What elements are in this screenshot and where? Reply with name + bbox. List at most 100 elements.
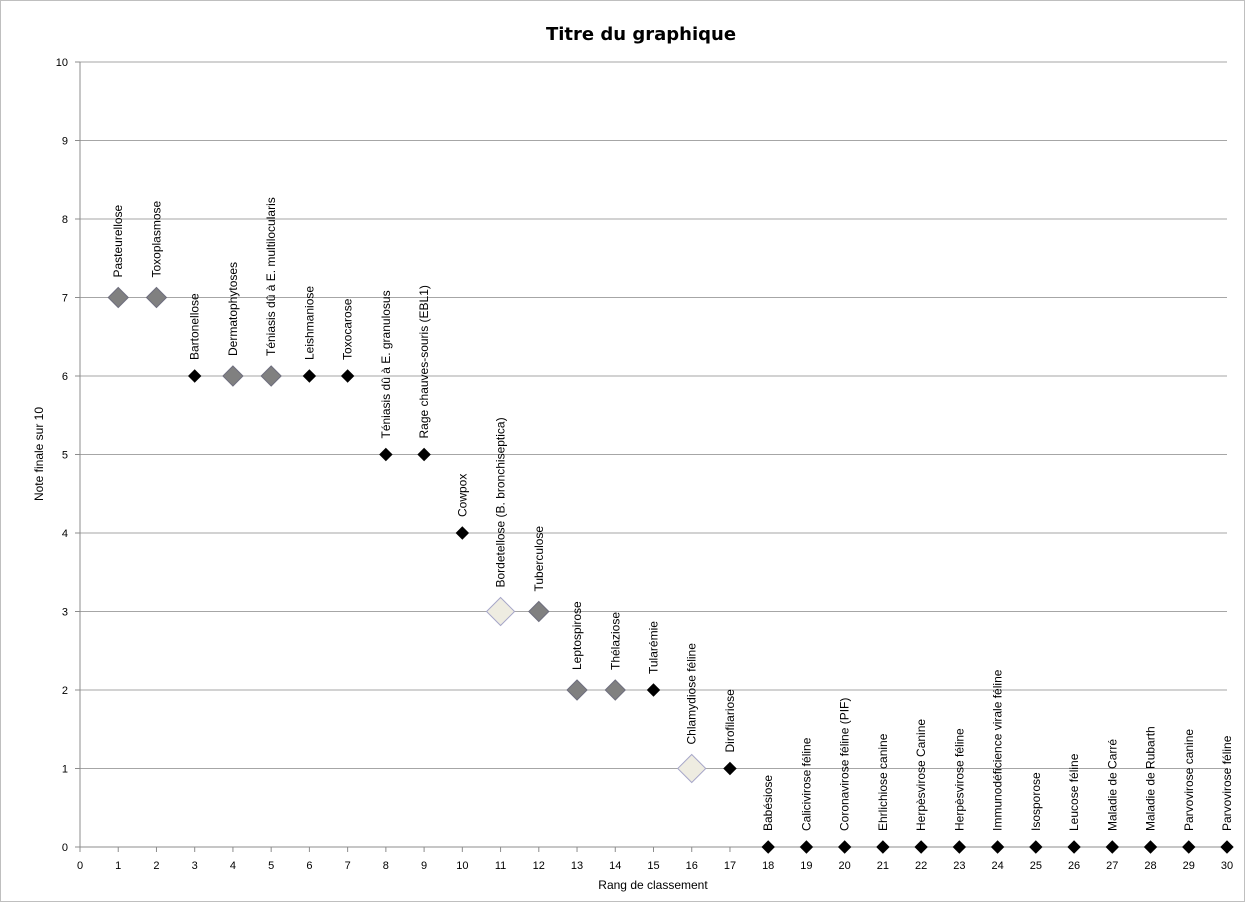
data-point — [1029, 840, 1043, 854]
data-point — [837, 840, 852, 854]
data-label: Parvovirose féline — [1220, 735, 1234, 831]
x-tick-label: 0 — [77, 860, 83, 872]
data-point — [302, 369, 317, 383]
y-tick-label: 6 — [62, 371, 68, 383]
data-point — [952, 840, 967, 854]
axes — [75, 61, 1228, 852]
y-tick-label: 1 — [62, 764, 68, 776]
y-tick-label: 4 — [62, 528, 68, 540]
x-tick-label: 20 — [839, 860, 851, 872]
data-point — [646, 683, 661, 697]
x-tick-label: 15 — [647, 860, 659, 872]
data-label: Isosporose — [1029, 772, 1043, 831]
data-label: Chlamydiose féline — [685, 643, 699, 745]
data-label: Immunodéficience virale féline — [991, 669, 1005, 831]
data-label: Leucose féline — [1067, 753, 1081, 831]
data-label: Toxoplasmose — [149, 200, 163, 277]
x-tick-label: 12 — [533, 860, 545, 872]
x-tick-label: 17 — [724, 860, 736, 872]
x-tick-label: 10 — [456, 860, 468, 872]
x-tick-label: 13 — [571, 860, 583, 872]
data-point — [455, 526, 470, 540]
data-label: Parvovirose canine — [1182, 729, 1196, 831]
data-point — [340, 369, 355, 383]
data-points — [107, 286, 1234, 854]
data-label: Coronavirose féline (PIF) — [838, 698, 852, 831]
data-labels: Pasteurellose Toxoplasmose Bartonellose Der… — [111, 197, 1234, 831]
y-tick-label: 5 — [62, 450, 68, 462]
data-label: Herpèsvirose féline — [952, 728, 966, 831]
data-point — [1220, 840, 1234, 854]
data-point — [604, 679, 626, 701]
data-point — [187, 369, 202, 383]
data-point — [761, 840, 775, 854]
data-label: Leishmaniose — [302, 286, 316, 360]
data-label: Thélaziose — [608, 612, 622, 670]
data-label: Herpèsvirose Canine — [914, 719, 928, 831]
data-point — [677, 753, 707, 784]
data-label: Toxocarose — [341, 298, 355, 360]
x-tick-label: 26 — [1068, 860, 1080, 872]
x-tick-label: 22 — [915, 860, 927, 872]
x-tick-label: 19 — [800, 860, 812, 872]
data-point — [260, 365, 282, 387]
y-tick-label: 10 — [56, 57, 68, 69]
data-point — [914, 840, 928, 854]
x-axis-title: Rang de classement — [598, 878, 708, 892]
x-tick-label: 6 — [306, 860, 312, 872]
data-label: Tuberculose — [532, 526, 546, 592]
x-tick-label: 1 — [115, 860, 121, 872]
x-tick-label: 11 — [495, 860, 506, 872]
data-label: Calicivirose féline — [799, 737, 813, 831]
x-tick-label: 7 — [345, 860, 351, 872]
data-label: Téniasis dû à E. granulosus — [379, 290, 393, 438]
x-tick-label: 18 — [762, 860, 774, 872]
data-point — [723, 761, 737, 776]
data-label: Babésiose — [761, 775, 775, 831]
data-label: Bartonellose — [188, 293, 202, 360]
x-tick-labels: 0 1 2 3 4 5 6 7 8 9 10 11 12 13 14 15 16 17 18 19 20 21 22 23 24… — [77, 860, 1233, 872]
data-label: Dermatophytoses — [226, 262, 240, 356]
data-point — [222, 365, 244, 387]
data-point — [876, 840, 890, 854]
data-label: Maladie de Carré — [1105, 739, 1119, 831]
data-point — [145, 286, 168, 309]
x-tick-label: 30 — [1221, 860, 1233, 872]
y-tick-label: 7 — [62, 293, 68, 305]
x-tick-label: 8 — [383, 860, 389, 872]
data-point — [1105, 840, 1120, 854]
data-point — [1143, 840, 1158, 854]
y-tick-label: 9 — [62, 136, 68, 148]
data-point — [1182, 840, 1196, 854]
data-point — [417, 447, 431, 462]
x-tick-label: 28 — [1144, 860, 1156, 872]
y-tick-label: 3 — [62, 607, 68, 619]
chart-title: Titre du graphique — [546, 24, 736, 45]
data-label: Dirofilariose — [723, 689, 737, 753]
data-label: Cowpox — [455, 474, 469, 517]
x-tick-label: 23 — [953, 860, 965, 872]
data-point — [107, 286, 129, 309]
data-label: Téniasis dû à E. multilocularis — [264, 197, 278, 356]
data-label: Tularémie — [647, 621, 661, 674]
x-tick-label: 25 — [1030, 860, 1042, 872]
y-axis-title: Note finale sur 10 — [32, 407, 46, 501]
data-label: Ehrlichiose canine — [876, 733, 890, 831]
x-tick-label: 24 — [991, 860, 1003, 872]
y-tick-label: 2 — [62, 685, 68, 697]
x-tick-label: 14 — [609, 860, 621, 872]
x-tick-label: 27 — [1106, 860, 1118, 872]
y-tick-label: 0 — [62, 842, 68, 854]
x-tick-label: 16 — [686, 860, 698, 872]
x-tick-label: 4 — [230, 860, 236, 872]
data-label: Pasteurellose — [111, 204, 125, 277]
data-point — [528, 600, 550, 623]
data-label: Rage chauves-souris (EBL1) — [417, 285, 431, 438]
data-label: Leptospirose — [570, 601, 584, 670]
data-point — [1067, 840, 1081, 854]
x-tick-label: 3 — [192, 860, 198, 872]
y-tick-label: 8 — [62, 214, 68, 226]
y-tick-labels: 0 1 2 3 4 5 6 7 8 9 10 — [56, 57, 68, 854]
